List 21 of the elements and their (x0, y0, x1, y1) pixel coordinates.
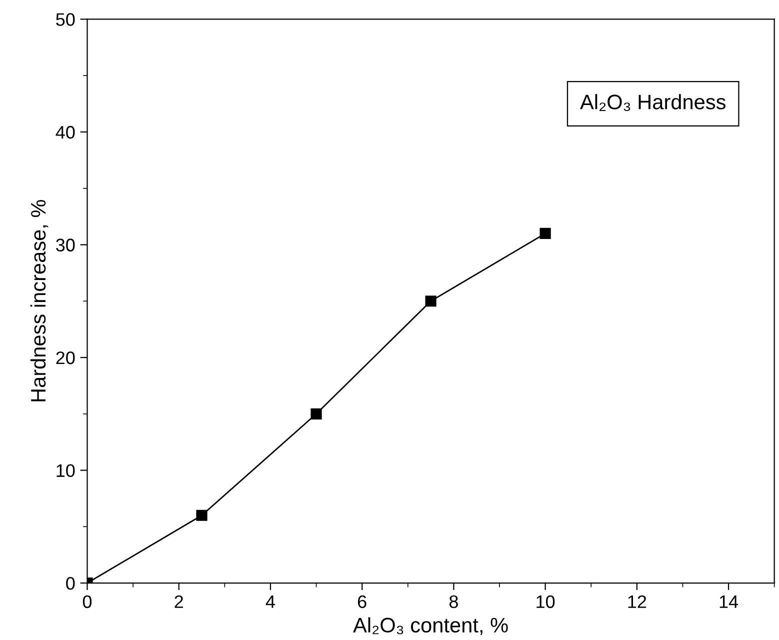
point (196, 510, 208, 521)
y-tick-label: 40 (56, 126, 75, 139)
x-tick-label: 10 (536, 595, 555, 608)
x-axis-title: Al₂O₃ content, % (353, 617, 508, 635)
x-tick-label: 0 (82, 595, 92, 608)
x-tick-label: 14 (720, 596, 738, 608)
x-tick-label: 4 (266, 596, 275, 608)
y-tick-label: 0 (66, 576, 75, 590)
y-tick-label: 20 (56, 351, 75, 364)
annotation: Al₂O₃ Hardness (580, 94, 726, 112)
y-tick-label: 30 (56, 238, 75, 252)
y-tick-label: 10 (56, 464, 75, 477)
x-tick-label: 2 (174, 595, 183, 608)
y-tick-label: 50 (56, 13, 75, 26)
x-tick-label: 12 (628, 595, 646, 608)
y-axis-title: Hardness increase, % (30, 200, 48, 402)
point (540, 228, 551, 240)
x-tick-label: 8 (449, 595, 458, 608)
point (310, 408, 322, 420)
point (425, 296, 436, 307)
x-tick-label: 6 (358, 595, 366, 608)
